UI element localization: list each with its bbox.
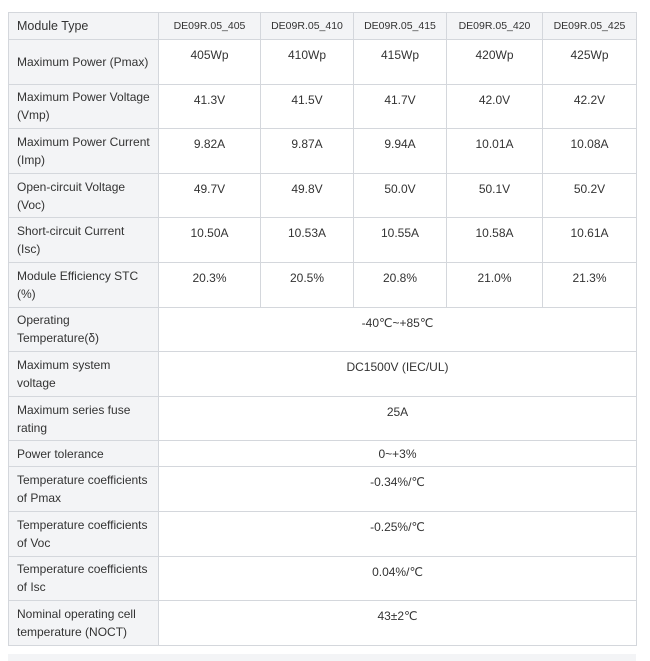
table-row: Maximum Power Voltage (Vmp) 41.3V 41.5V … [8, 83, 637, 130]
shared-value: DC1500V (IEC/UL) [158, 351, 637, 397]
shared-value: 0.04%/℃ [158, 555, 637, 602]
module-type-header: Module Type [8, 12, 159, 40]
table-row: Maximum Power (Pmax) 405Wp 410Wp 415Wp 4… [8, 39, 637, 85]
cell-value: 49.7V [158, 172, 261, 219]
cell-value: 42.0V [446, 83, 543, 130]
cell-value: 420Wp [446, 39, 543, 85]
row-label: Maximum Power Voltage (Vmp) [8, 83, 159, 130]
cell-value: 21.0% [446, 261, 543, 308]
row-label: Maximum series fuse rating [8, 395, 159, 442]
cell-value: 410Wp [260, 39, 354, 85]
cell-value: 10.58A [446, 217, 543, 263]
row-label: Temperature coefficients of Voc [8, 510, 159, 557]
row-label: Module Efficiency STC (%) [8, 261, 159, 308]
table-row: Maximum series fuse rating 25A [8, 395, 637, 442]
table-row: Temperature coefficients of Pmax -0.34%/… [8, 466, 637, 512]
row-label: Maximum Power Current (Imp) [8, 128, 159, 174]
cell-value: 9.94A [353, 128, 447, 174]
cell-value: 10.53A [260, 217, 354, 263]
model-header: DE09R.05_410 [260, 12, 354, 40]
row-label: Maximum Power (Pmax) [8, 39, 159, 85]
cell-value: 405Wp [158, 39, 261, 85]
row-label: Operating Temperature(δ) [8, 306, 159, 353]
cell-value: 49.8V [260, 172, 354, 219]
cell-value: 42.2V [542, 83, 637, 130]
table-row: Nominal operating cell temperature (NOCT… [8, 600, 637, 646]
table-row: Temperature coefficients of Voc -0.25%/℃ [8, 510, 637, 557]
row-label: Nominal operating cell temperature (NOCT… [8, 600, 159, 646]
model-header: DE09R.05_415 [353, 12, 447, 40]
table-row: Module Efficiency STC (%) 20.3% 20.5% 20… [8, 261, 637, 308]
row-label: Temperature coefficients of Pmax [8, 466, 159, 512]
cell-value: 50.0V [353, 172, 447, 219]
table-row: Power tolerance 0~+3% [8, 440, 637, 468]
cell-value: 10.01A [446, 128, 543, 174]
cell-value: 10.61A [542, 217, 637, 263]
cell-value: 41.5V [260, 83, 354, 130]
row-label: Maximum system voltage [8, 351, 159, 397]
table-row: Open-circuit Voltage (Voc) 49.7V 49.8V 5… [8, 172, 637, 219]
shared-value: 25A [158, 395, 637, 442]
shared-value: 43±2℃ [158, 600, 637, 646]
cell-value: 20.3% [158, 261, 261, 308]
cell-value: 20.5% [260, 261, 354, 308]
cell-value: 10.08A [542, 128, 637, 174]
row-label: Temperature coefficients of Isc [8, 555, 159, 602]
cell-value: 10.55A [353, 217, 447, 263]
module-spec-table: Module Type DE09R.05_405 DE09R.05_410 DE… [8, 12, 637, 646]
shared-value: -0.34%/℃ [158, 466, 637, 512]
table-row: Temperature coefficients of Isc 0.04%/℃ [8, 555, 637, 602]
table-row: Short-circuit Current (Isc) 10.50A 10.53… [8, 217, 637, 263]
table-row: Maximum system voltage DC1500V (IEC/UL) [8, 351, 637, 397]
table-row: Maximum Power Current (Imp) 9.82A 9.87A … [8, 128, 637, 174]
row-label: Open-circuit Voltage (Voc) [8, 172, 159, 219]
row-label: Power tolerance [8, 440, 159, 468]
row-label: Short-circuit Current (Isc) [8, 217, 159, 263]
table-row: Operating Temperature(δ) -40℃~+85℃ [8, 306, 637, 353]
table-footer-bar [8, 654, 636, 661]
cell-value: 21.3% [542, 261, 637, 308]
cell-value: 41.3V [158, 83, 261, 130]
model-header: DE09R.05_420 [446, 12, 543, 40]
cell-value: 41.7V [353, 83, 447, 130]
cell-value: 10.50A [158, 217, 261, 263]
cell-value: 415Wp [353, 39, 447, 85]
model-header: DE09R.05_405 [158, 12, 261, 40]
cell-value: 425Wp [542, 39, 637, 85]
cell-value: 20.8% [353, 261, 447, 308]
cell-value: 50.1V [446, 172, 543, 219]
shared-value: -40℃~+85℃ [158, 306, 637, 353]
table-header-row: Module Type DE09R.05_405 DE09R.05_410 DE… [8, 12, 637, 40]
cell-value: 9.87A [260, 128, 354, 174]
model-header: DE09R.05_425 [542, 12, 637, 40]
shared-value: -0.25%/℃ [158, 510, 637, 557]
cell-value: 9.82A [158, 128, 261, 174]
shared-value: 0~+3% [158, 440, 637, 468]
cell-value: 50.2V [542, 172, 637, 219]
